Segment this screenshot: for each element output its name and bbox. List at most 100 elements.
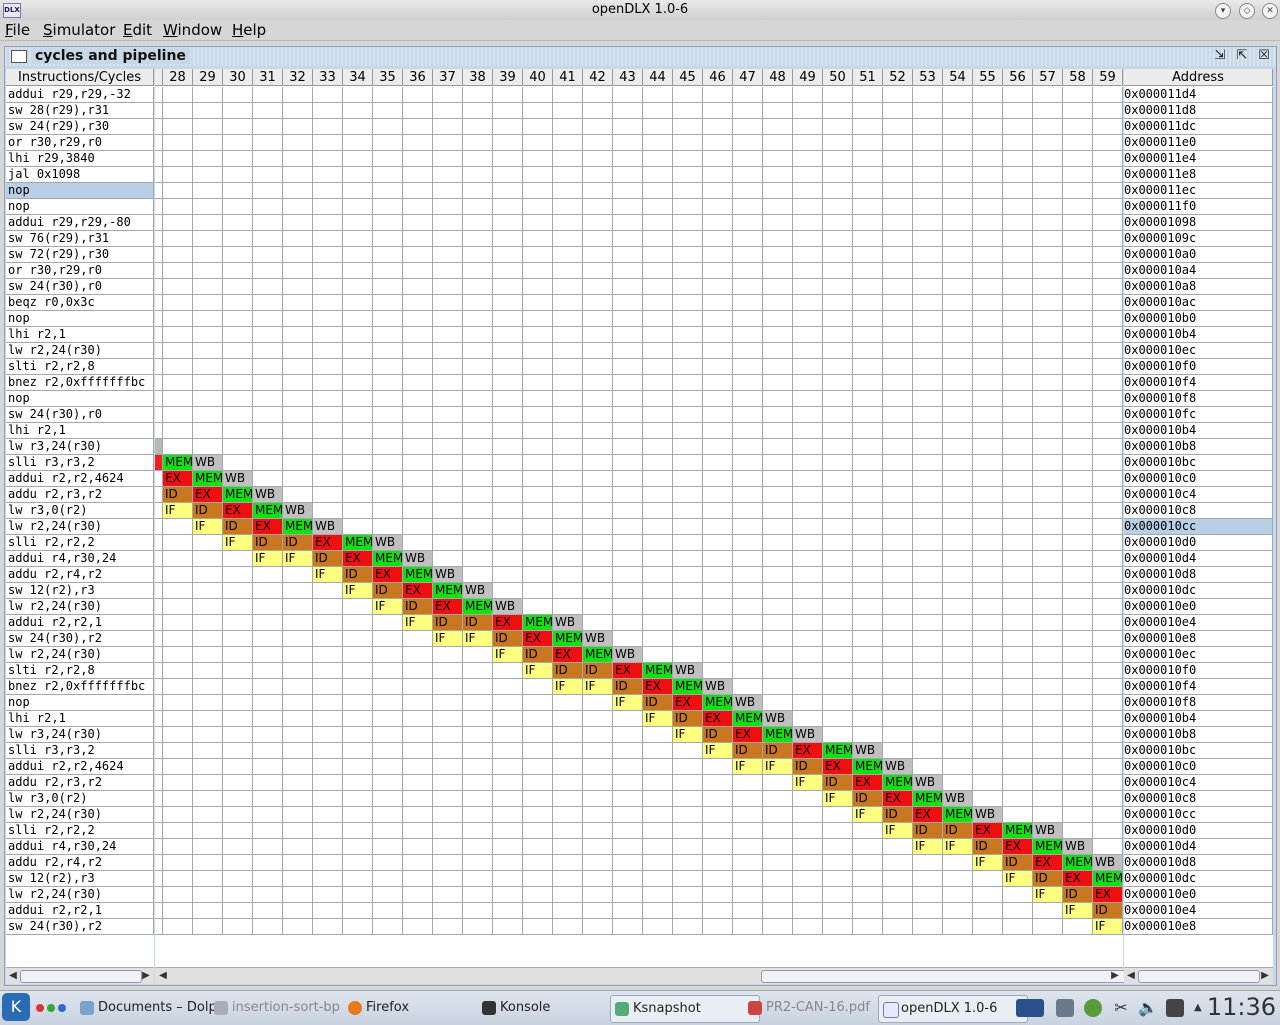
grid-cell[interactable] xyxy=(163,919,193,935)
grid-cell[interactable] xyxy=(823,87,853,103)
grid-cell[interactable] xyxy=(913,535,943,551)
grid-cell[interactable] xyxy=(1093,167,1123,183)
pipeline-stage-if[interactable]: IF xyxy=(1033,887,1063,903)
grid-cell[interactable] xyxy=(583,775,613,791)
grid-cell[interactable] xyxy=(313,183,343,199)
grid-cell[interactable] xyxy=(583,887,613,903)
grid-cell[interactable] xyxy=(853,151,883,167)
grid-cell[interactable] xyxy=(763,903,793,919)
address-cell[interactable]: 0x000010ec xyxy=(1124,647,1273,663)
grid-cell[interactable] xyxy=(493,839,523,855)
grid-cell[interactable] xyxy=(823,407,853,423)
grid-cell[interactable] xyxy=(583,231,613,247)
grid-cell[interactable] xyxy=(433,711,463,727)
grid-cell[interactable] xyxy=(733,615,763,631)
grid-cell[interactable] xyxy=(1063,695,1093,711)
grid-cell[interactable] xyxy=(763,855,793,871)
instruction-cell[interactable]: nop xyxy=(6,183,154,199)
pipeline-stage-wb[interactable]: WB xyxy=(913,775,943,791)
grid-cell[interactable] xyxy=(1003,327,1033,343)
grid-cell[interactable] xyxy=(943,135,973,151)
grid-cell[interactable] xyxy=(973,871,1003,887)
grid-cell[interactable] xyxy=(853,727,883,743)
grid-cell[interactable] xyxy=(283,359,313,375)
pipeline-stage-ex[interactable]: EX xyxy=(913,807,943,823)
grid-cell[interactable] xyxy=(493,455,523,471)
grid-cell[interactable] xyxy=(823,839,853,855)
grid-cell[interactable] xyxy=(643,423,673,439)
grid-cell[interactable] xyxy=(823,679,853,695)
grid-cell[interactable] xyxy=(673,103,703,119)
grid-cell[interactable] xyxy=(853,119,883,135)
grid-cell[interactable] xyxy=(463,711,493,727)
grid-cell[interactable] xyxy=(193,215,223,231)
grid-cell[interactable] xyxy=(313,279,343,295)
grid-cell[interactable] xyxy=(853,215,883,231)
grid-cell[interactable] xyxy=(883,279,913,295)
grid-cell[interactable] xyxy=(703,439,733,455)
grid-cell[interactable] xyxy=(883,695,913,711)
grid-cell[interactable] xyxy=(1033,663,1063,679)
grid-cell[interactable] xyxy=(463,375,493,391)
grid-cell[interactable] xyxy=(673,423,703,439)
grid-cell[interactable] xyxy=(763,167,793,183)
grid-cell[interactable] xyxy=(583,471,613,487)
instruction-cell[interactable]: sw 12(r2),r3 xyxy=(6,583,154,599)
grid-cell[interactable] xyxy=(313,903,343,919)
grid-cell[interactable] xyxy=(973,455,1003,471)
grid-cell[interactable] xyxy=(673,119,703,135)
grid-cell[interactable] xyxy=(643,167,673,183)
grid-cell[interactable] xyxy=(373,359,403,375)
grid-cell[interactable] xyxy=(553,295,583,311)
grid-cell[interactable] xyxy=(643,311,673,327)
grid-cell[interactable] xyxy=(1093,711,1123,727)
grid-cell[interactable] xyxy=(1063,599,1093,615)
pipeline-stage-if[interactable]: IF xyxy=(763,759,793,775)
grid-cell[interactable] xyxy=(823,231,853,247)
grid-cell[interactable] xyxy=(433,919,463,935)
pipeline-stage-wb[interactable]: WB xyxy=(583,631,613,647)
grid-cell[interactable] xyxy=(793,823,823,839)
grid-cell[interactable] xyxy=(163,903,193,919)
grid-cell[interactable] xyxy=(613,839,643,855)
grid-cell[interactable] xyxy=(853,871,883,887)
grid-cell[interactable] xyxy=(673,391,703,407)
grid-cell[interactable] xyxy=(883,119,913,135)
grid-cell[interactable] xyxy=(673,839,703,855)
grid-cell[interactable] xyxy=(853,87,883,103)
task-firefox[interactable]: Firefox xyxy=(344,995,488,1021)
grid-cell[interactable] xyxy=(373,103,403,119)
grid-cell[interactable] xyxy=(403,855,433,871)
grid-cell[interactable] xyxy=(193,743,223,759)
grid-cell[interactable] xyxy=(643,647,673,663)
grid-cell[interactable] xyxy=(973,551,1003,567)
grid-cell[interactable] xyxy=(553,151,583,167)
grid-cell[interactable] xyxy=(1003,727,1033,743)
pipeline-stage-ex[interactable]: EX xyxy=(973,823,1003,839)
grid-cell[interactable] xyxy=(493,167,523,183)
grid-cell[interactable] xyxy=(1093,567,1123,583)
grid-cell[interactable] xyxy=(1093,455,1123,471)
grid-cell[interactable] xyxy=(553,423,583,439)
grid-cell[interactable] xyxy=(223,647,253,663)
instruction-cell[interactable]: addui r2,r2,1 xyxy=(6,615,154,631)
instruction-cell[interactable]: lw r2,24(r30) xyxy=(6,807,154,823)
grid-cell[interactable] xyxy=(1093,647,1123,663)
grid-cell[interactable] xyxy=(973,663,1003,679)
grid-cell[interactable] xyxy=(1063,583,1093,599)
grid-cell[interactable] xyxy=(163,167,193,183)
grid-cell[interactable] xyxy=(1093,535,1123,551)
grid-cell[interactable] xyxy=(613,295,643,311)
grid-cell[interactable] xyxy=(433,647,463,663)
grid-cell[interactable] xyxy=(583,311,613,327)
instruction-cell[interactable]: sw 72(r29),r30 xyxy=(6,247,154,263)
grid-cell[interactable] xyxy=(643,103,673,119)
grid-cell[interactable] xyxy=(1093,679,1123,695)
grid-cell[interactable] xyxy=(613,743,643,759)
grid-cell[interactable] xyxy=(673,295,703,311)
grid-cell[interactable] xyxy=(703,279,733,295)
grid-cell[interactable] xyxy=(913,135,943,151)
grid-cell[interactable] xyxy=(193,535,223,551)
cycle-header[interactable]: 49 xyxy=(793,69,823,86)
grid-cell[interactable] xyxy=(253,919,283,935)
